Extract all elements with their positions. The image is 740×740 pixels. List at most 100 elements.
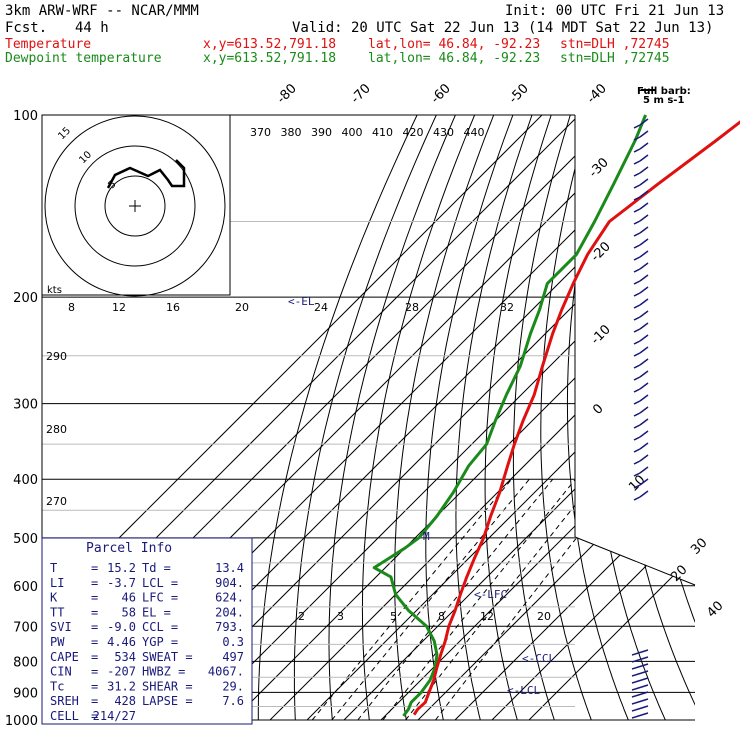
init-time: Init: 00 UTC Fri 21 Jun 13 (505, 3, 724, 19)
wind-barb-flag (633, 196, 641, 201)
mixing-ratio-label-5: 5 (390, 610, 397, 623)
wind-barb-flag (633, 160, 641, 165)
speed-tick-label-12: 12 (112, 301, 126, 314)
wind-barb (639, 334, 649, 342)
wind-barb (639, 310, 649, 318)
parcel-row: K 46 LFC = 624. = (50, 591, 244, 605)
wind-barb (631, 691, 649, 698)
wind-barb-flag (633, 256, 641, 261)
m-marker: M (423, 530, 430, 543)
parcel-key-left: LI (50, 576, 64, 590)
isotherm-line (195, 115, 695, 720)
parcel-value-left: 4.46 (107, 635, 136, 649)
mixing-ratio-label-20: 20 (537, 610, 551, 623)
isotherm-line (528, 115, 695, 720)
parcel-key-left: PW (50, 635, 65, 649)
dry-adiabat (293, 115, 437, 720)
wind-barb (631, 663, 649, 670)
wind-barb-flag (633, 484, 641, 489)
lcl-marker: <-LCL (507, 684, 540, 697)
parcel-value-left: 58 (122, 605, 136, 619)
wind-barb (639, 298, 649, 306)
parcel-key-left: Tc (50, 679, 64, 693)
parcel-eq-left: = (91, 694, 98, 708)
wind-barb (639, 346, 649, 354)
parcel-row: PW 4.46 YGP = 0.3 = (50, 635, 244, 649)
theta-label-390: 390 (311, 126, 332, 139)
parcel-row: T 15.2 Td = 13.4 = (50, 561, 244, 575)
parcel-key-right: LFC = (142, 591, 178, 605)
hodograph-ring-outer (44, 115, 226, 297)
wind-barb (639, 238, 649, 246)
wind-barb-flag (633, 364, 641, 369)
parcel-key-right: SHEAR = (142, 679, 193, 693)
valid-time: Valid: 20 UTC Sat 22 Jun 13 (14 MDT Sat … (292, 20, 713, 36)
wind-barb-flag (633, 424, 641, 429)
wind-barb (639, 274, 649, 282)
wind-barb-flag (633, 496, 641, 501)
wind-barb (639, 226, 649, 234)
mixing-ratio-label-12: 12 (480, 610, 494, 623)
wind-barb (639, 154, 649, 162)
wind-barb-flag (633, 268, 641, 273)
parcel-key-right: YGP = (142, 635, 178, 649)
wind-barb-flag (633, 460, 641, 465)
temperature-profile-line (412, 120, 740, 716)
wind-barb (639, 190, 649, 198)
forecast-hours: 44 h (75, 20, 109, 36)
barb-legend-value: 5 m s-1 (643, 95, 684, 106)
wind-barb (639, 202, 649, 210)
dewpoint-legend-name: Dewpoint temperature (5, 51, 162, 66)
wind-barb (639, 178, 649, 186)
hodograph-unit-label: kts (47, 285, 62, 296)
parcel-eq-left: = (91, 591, 98, 605)
parcel-value-right: 13.4 (215, 561, 244, 575)
parcel-key-left: CAPE (50, 650, 79, 664)
parcel-eq-left: = (91, 605, 98, 619)
parcel-info-panel: Parcel Info T 15.2 Td = 13.4 = LI -3.7 LCL = 904… (41, 537, 253, 725)
frame-right-skew (574, 536, 696, 586)
wind-barb-flag (633, 448, 641, 453)
wind-barb (639, 214, 649, 222)
theta-label-400: 400 (342, 126, 363, 139)
parcel-row: SVI -9.0 CCL = 793. = (50, 620, 244, 634)
wind-barb (639, 394, 649, 402)
wind-barb-flag (633, 244, 641, 249)
wind-barb (639, 466, 649, 474)
theta-label-430: 430 (433, 126, 454, 139)
parcel-key-right: LAPSE = (142, 694, 193, 708)
barb-legend-title: Full barb: (637, 86, 691, 97)
parcel-value-left: 31.2 (107, 679, 136, 693)
parcel-eq-left: = (91, 665, 98, 679)
theta-label-410: 410 (372, 126, 393, 139)
wind-barb-flag (633, 376, 641, 381)
parcel-key-left: SREH (50, 694, 79, 708)
dry-adiabat (455, 115, 533, 720)
wind-barb-flag (633, 172, 641, 177)
parcel-value-left: 534 (114, 650, 136, 664)
wind-barb (639, 322, 649, 330)
parcel-eq-left: = (91, 620, 98, 634)
mixing-ratio-label-2: 2 (298, 610, 305, 623)
theta-label-380: 380 (281, 126, 302, 139)
pressure-label-500: 500 (13, 532, 38, 547)
isotherm-line (491, 115, 695, 720)
wind-barb (639, 478, 649, 486)
pressure-label-400: 400 (13, 473, 38, 488)
isotherm-line (42, 115, 543, 720)
wind-barb (639, 430, 649, 438)
pressure-label-100: 100 (13, 109, 38, 124)
parcel-key-left: T (50, 561, 57, 575)
parcel-key-left: CELL (50, 709, 79, 723)
parcel-value-right: 4067. (208, 665, 244, 679)
parcel-key-right: LCL = (142, 576, 178, 590)
theta-left-label-290: 290 (46, 350, 67, 363)
parcel-row: CAPE 534 SWEAT = 497 = (50, 650, 244, 664)
temperature-legend-latlon: lat,lon= 46.84, -92.23 (368, 37, 540, 52)
el-marker: <-EL (288, 295, 315, 308)
wind-barb-flag (633, 136, 641, 141)
parcel-key-left: CIN (50, 665, 72, 679)
wind-barb (631, 649, 649, 656)
parcel-eq-left: = (91, 709, 98, 723)
